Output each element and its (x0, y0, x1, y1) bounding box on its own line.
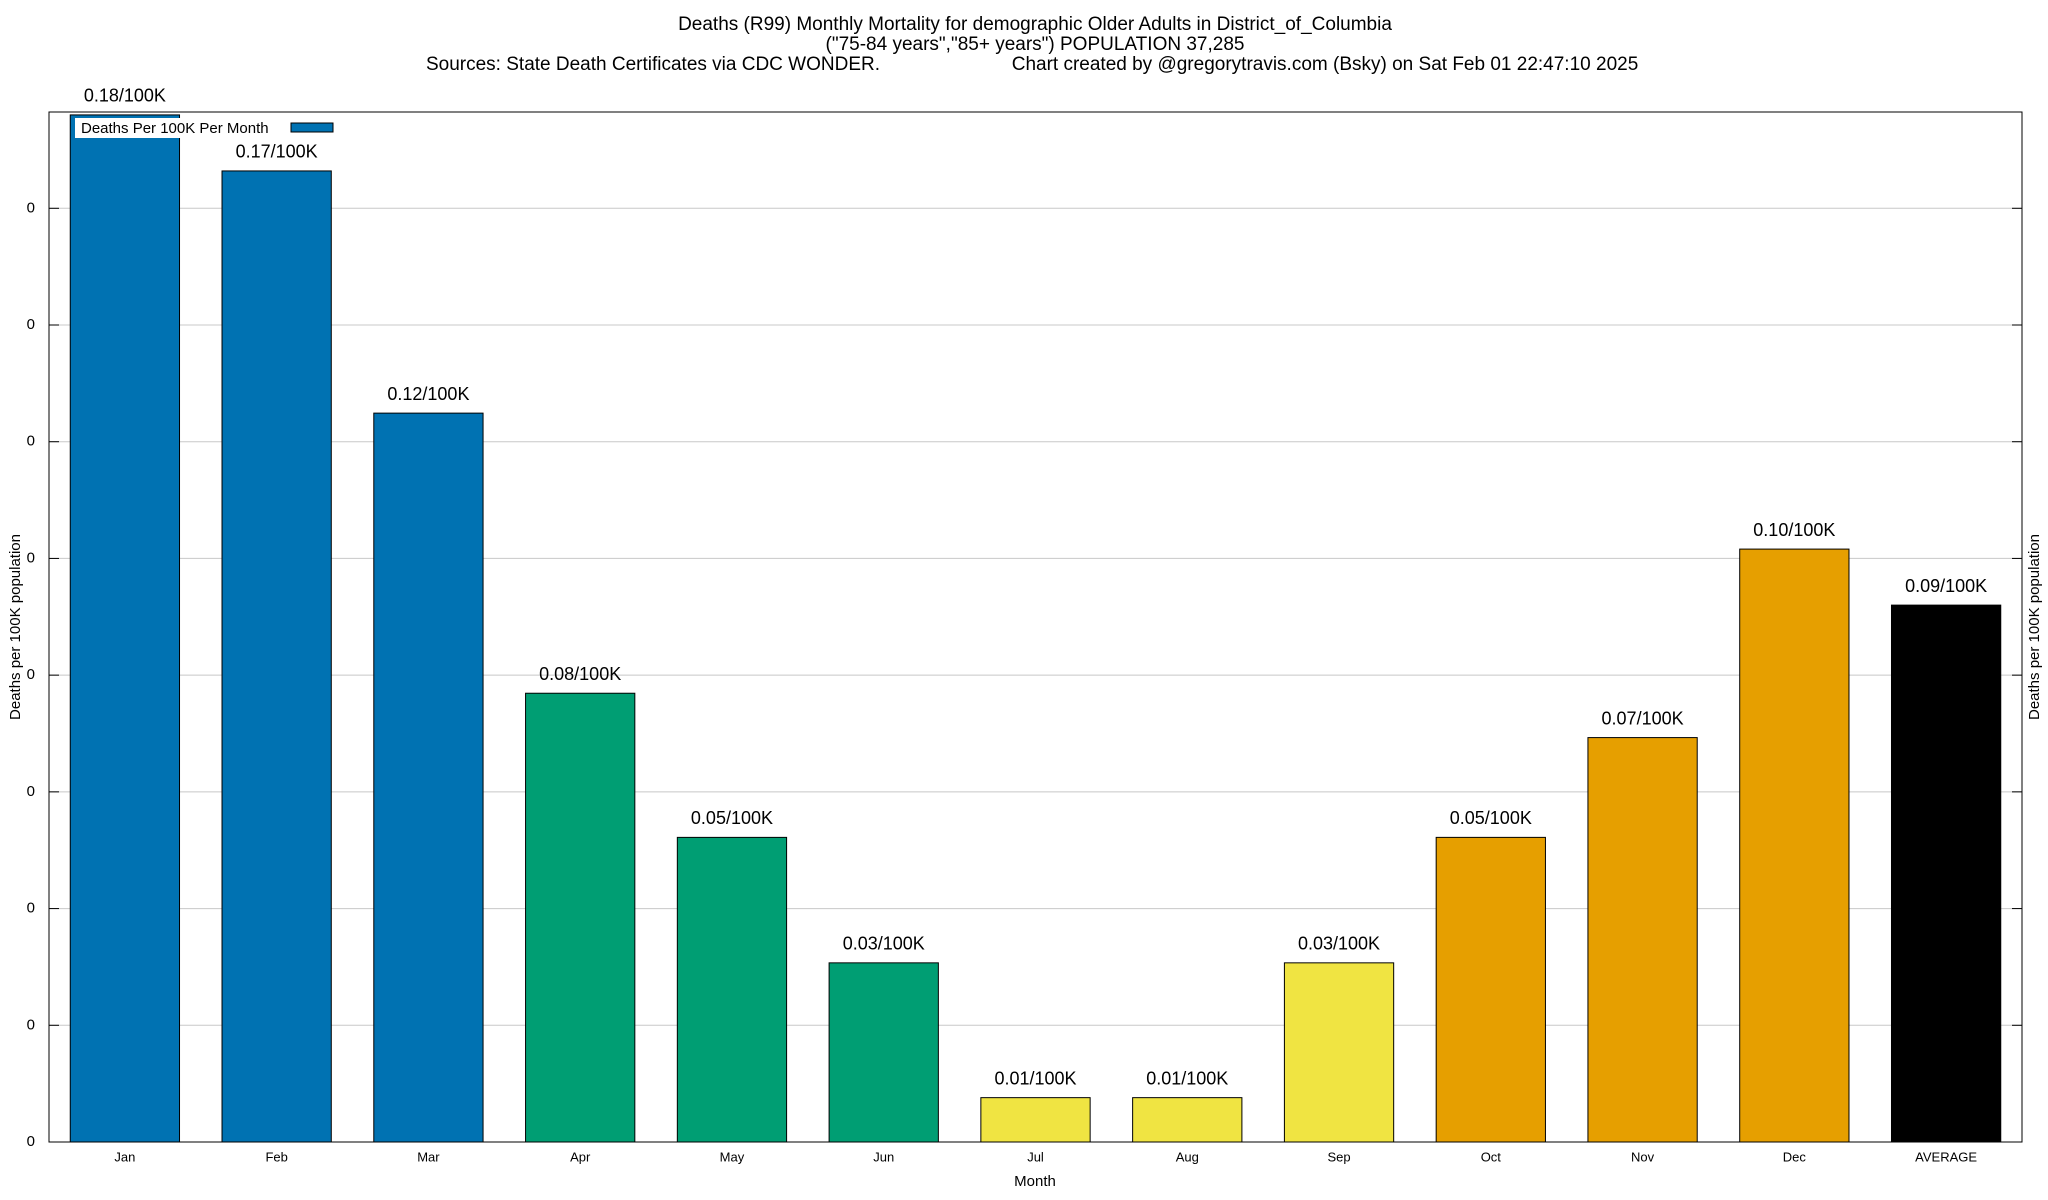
x-tick-label: Oct (1481, 1149, 1502, 1164)
legend-label: Deaths Per 100K Per Month (81, 120, 269, 137)
bar (828, 962, 939, 1143)
x-tick-label: Nov (1631, 1149, 1655, 1164)
bar (1739, 548, 1850, 1143)
value-label: 0.03/100K (843, 934, 925, 954)
source: Sources: State Death Certificates via CD… (426, 54, 880, 75)
y-tick-label: 0 (27, 549, 35, 566)
x-tick-label: May (720, 1149, 745, 1164)
y-axis-label: Deaths per 100K population (7, 534, 24, 720)
chart-title: Deaths (R99) Monthly Mortality for demog… (678, 14, 1392, 35)
bar (980, 1097, 1091, 1143)
x-axis-label: Month (1014, 1173, 1056, 1190)
x-tick-label: AVERAGE (1915, 1149, 1977, 1164)
value-label: 0.12/100K (387, 384, 469, 404)
x-tick-label: Jun (873, 1149, 894, 1164)
bar (69, 114, 181, 1143)
value-label: 0.01/100K (1146, 1068, 1228, 1088)
value-label: 0.05/100K (1450, 808, 1532, 828)
x-tick-label: Jan (114, 1149, 135, 1164)
bar (1132, 1097, 1243, 1143)
value-label: 0.09/100K (1905, 576, 1987, 596)
bar (1587, 737, 1698, 1143)
x-tick-label: Apr (570, 1149, 591, 1164)
y-tick-label: 0 (27, 1016, 35, 1033)
y-tick-label: 0 (27, 316, 35, 333)
y-tick-label: 0 (27, 1133, 35, 1150)
value-label: 0.07/100K (1602, 708, 1684, 728)
bar (676, 836, 788, 1143)
x-tick-label: Sep (1327, 1149, 1350, 1164)
bar (1283, 962, 1395, 1143)
value-label: 0.10/100K (1753, 520, 1835, 540)
x-tick-label: Feb (265, 1149, 287, 1164)
value-label: 0.05/100K (691, 808, 773, 828)
legend-swatch (290, 122, 334, 133)
x-tick-label: Mar (417, 1149, 440, 1164)
value-label: 0.01/100K (994, 1068, 1076, 1088)
y2-axis-label: Deaths per 100K population (2026, 534, 2043, 720)
value-label: 0.18/100K (84, 86, 166, 106)
bar (1435, 836, 1546, 1143)
value-label: 0.08/100K (539, 664, 621, 684)
y-tick-label: 0 (27, 433, 35, 450)
y-tick-label: 0 (27, 666, 35, 683)
value-label: 0.03/100K (1298, 934, 1380, 954)
y-tick-label: 0 (27, 900, 35, 917)
x-tick-label: Jul (1027, 1149, 1044, 1164)
chart-subtitle: ("75-84 years","85+ years") POPULATION 3… (826, 34, 1245, 55)
bar (221, 170, 332, 1143)
y-tick-label: 0 (27, 199, 35, 216)
value-label: 0.17/100K (236, 142, 318, 162)
bar (373, 412, 484, 1143)
x-tick-label: Dec (1783, 1149, 1807, 1164)
bar (525, 692, 636, 1143)
y-tick-label: 0 (27, 783, 35, 800)
x-tick-label: Aug (1176, 1149, 1199, 1164)
credit: Chart created by @gregorytravis.com (Bsk… (1012, 54, 1639, 75)
plot-frame (48, 111, 2023, 1143)
bar (1890, 604, 2002, 1143)
